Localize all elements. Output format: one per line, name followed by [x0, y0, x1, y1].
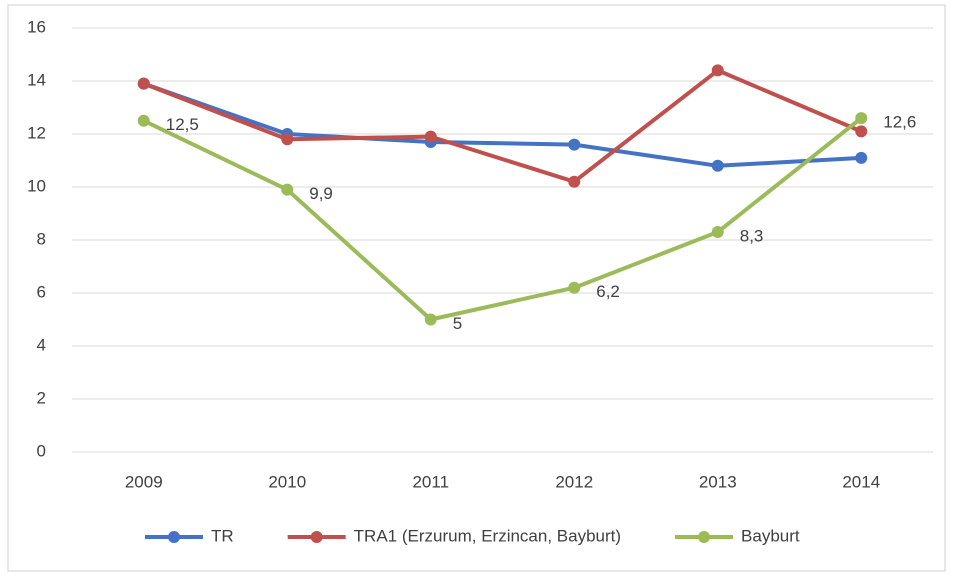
- point: [711, 159, 724, 172]
- y-tick-label: 6: [37, 282, 46, 301]
- point: [855, 112, 868, 125]
- y-tick-label: 12: [27, 123, 46, 142]
- y-tick-label: 16: [27, 17, 46, 36]
- point: [568, 175, 581, 188]
- data-label: 9,9: [309, 184, 333, 203]
- x-tick-label: 2013: [699, 472, 737, 491]
- point: [137, 114, 150, 127]
- x-tick-label: 2014: [842, 472, 880, 491]
- y-tick-label: 14: [27, 70, 46, 89]
- point: [711, 64, 724, 77]
- x-tick-label: 2011: [412, 472, 449, 491]
- data-label: 8,3: [740, 227, 764, 246]
- point: [568, 281, 581, 294]
- data-label: 6,2: [596, 282, 620, 301]
- point: [281, 133, 294, 146]
- y-tick-label: 2: [37, 388, 46, 407]
- legend-marker: [310, 531, 323, 543]
- legend-label: Bayburt: [741, 526, 800, 545]
- x-tick-label: 2010: [268, 472, 306, 491]
- point: [855, 125, 868, 138]
- series-line: [143, 81, 862, 168]
- point: [137, 77, 150, 90]
- y-tick-label: 8: [37, 229, 46, 248]
- point: [424, 130, 437, 143]
- legend-marker: [168, 531, 180, 543]
- x-tick-label: 2009: [125, 472, 163, 491]
- y-tick-label: 10: [27, 176, 46, 195]
- series-line: [142, 116, 863, 322]
- legend-label: TRA1 (Erzurum, Erzincan, Bayburt): [354, 526, 621, 545]
- y-tick-label: 0: [37, 441, 46, 460]
- point: [855, 151, 868, 164]
- y-tick-label: 4: [37, 335, 46, 354]
- data-label: 12,5: [166, 115, 199, 134]
- data-label: 12,6: [883, 113, 916, 132]
- data-label: 5: [453, 314, 462, 333]
- series-line: [143, 68, 863, 184]
- point: [281, 183, 294, 196]
- point: [568, 138, 581, 151]
- point: [711, 226, 724, 239]
- x-tick-label: 2012: [555, 472, 593, 491]
- legend-marker: [698, 531, 711, 543]
- legend-label: TR: [211, 526, 234, 545]
- point: [424, 313, 437, 326]
